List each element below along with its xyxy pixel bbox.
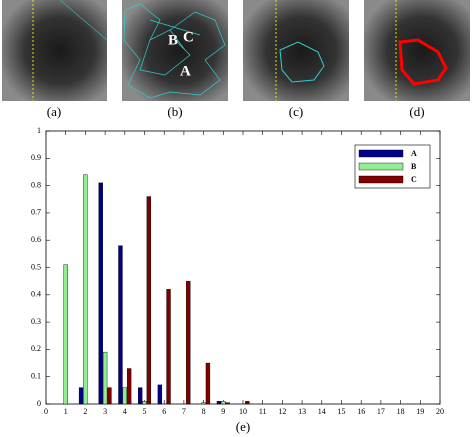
panel-caption: (c)	[289, 104, 303, 119]
region-label: C	[183, 29, 194, 45]
bar	[78, 387, 84, 405]
bar	[142, 401, 147, 405]
bar	[221, 401, 226, 405]
x-tick-label: 6	[162, 407, 166, 416]
x-tick-label: 13	[298, 407, 306, 416]
legend-swatch	[358, 175, 404, 184]
y-tick-label: 0.2	[31, 344, 41, 353]
legend-label: B	[411, 162, 417, 171]
bar	[166, 289, 171, 405]
x-tick-label: 9	[221, 407, 225, 416]
bar	[157, 384, 163, 405]
bar	[126, 368, 132, 405]
x-tick-label: 14	[318, 407, 326, 416]
panel-caption: (a)	[47, 104, 61, 119]
bar	[146, 196, 152, 405]
x-tick-label: 18	[397, 407, 405, 416]
bar	[107, 387, 112, 405]
legend-label: A	[411, 149, 417, 158]
bar	[205, 362, 211, 405]
y-tick-label: 0	[37, 399, 41, 408]
x-tick-label: 20	[436, 407, 444, 416]
x-tick-label: 11	[259, 407, 267, 416]
bar	[137, 387, 143, 405]
chart-caption: (e)	[236, 419, 250, 434]
x-tick-label: 5	[143, 407, 147, 416]
x-tick-label: 0	[44, 407, 48, 416]
bar	[216, 401, 222, 405]
y-tick-label: 0.4	[31, 290, 41, 299]
x-tick-label: 8	[202, 407, 206, 416]
bar	[245, 401, 250, 405]
panel-a	[2, 0, 108, 101]
y-tick-label: 0.6	[31, 235, 41, 244]
bar	[102, 351, 108, 405]
x-tick-label: 1	[64, 407, 68, 416]
x-tick-label: 16	[357, 407, 365, 416]
bar	[225, 402, 230, 405]
bar	[122, 387, 127, 405]
y-tick-label: 1	[37, 126, 41, 135]
y-tick-label: 0.9	[31, 153, 41, 162]
region-label: A	[180, 63, 191, 79]
bar	[186, 280, 191, 405]
y-tick-label: 0.7	[31, 208, 41, 217]
panel-b: B C A	[122, 0, 228, 101]
region-label: B	[168, 32, 178, 48]
bar	[98, 182, 103, 405]
x-tick-label: 12	[278, 407, 286, 416]
x-tick-label: 19	[416, 407, 424, 416]
x-tick-label: 3	[103, 407, 107, 416]
panel-c	[243, 0, 349, 101]
x-tick-label: 4	[123, 407, 127, 416]
y-tick-label: 0.5	[31, 262, 41, 271]
bar	[63, 264, 68, 405]
y-tick-label: 0.8	[31, 180, 41, 189]
x-tick-label: 17	[377, 407, 385, 416]
x-tick-label: 10	[239, 407, 247, 416]
bar	[118, 245, 123, 405]
y-tick-label: 0.3	[31, 317, 41, 326]
x-tick-label: 15	[338, 407, 346, 416]
bar	[201, 402, 206, 405]
panel-caption: (d)	[409, 104, 424, 119]
x-tick-label: 2	[83, 407, 87, 416]
panel-caption: (b)	[167, 104, 182, 119]
y-tick-label: 0.1	[31, 372, 41, 381]
bar	[83, 174, 88, 405]
legend-swatch	[358, 149, 404, 158]
x-tick-label: 7	[182, 407, 186, 416]
panel-d	[364, 0, 470, 101]
legend-label: C	[411, 175, 417, 184]
legend-swatch	[358, 162, 404, 171]
